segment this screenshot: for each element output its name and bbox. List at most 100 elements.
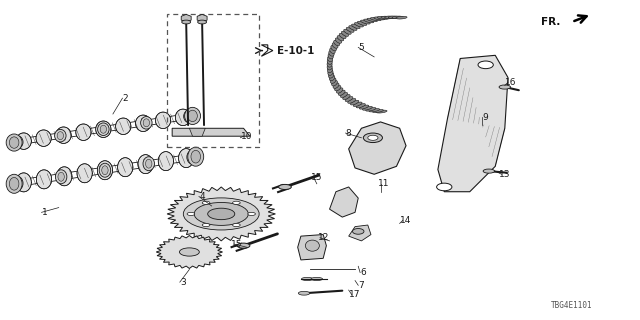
Text: 8: 8 (346, 129, 351, 138)
Text: 12: 12 (317, 233, 329, 242)
Ellipse shape (186, 112, 193, 120)
Ellipse shape (12, 136, 23, 148)
Polygon shape (349, 122, 406, 174)
Ellipse shape (6, 134, 22, 151)
Text: 10: 10 (241, 132, 252, 141)
Text: 15: 15 (232, 240, 243, 249)
Polygon shape (156, 112, 171, 129)
Ellipse shape (353, 228, 364, 234)
Ellipse shape (332, 43, 338, 48)
Ellipse shape (360, 20, 370, 24)
Ellipse shape (145, 159, 152, 168)
Ellipse shape (328, 53, 333, 59)
Polygon shape (36, 170, 52, 189)
Polygon shape (261, 45, 273, 56)
Polygon shape (77, 164, 92, 183)
Ellipse shape (356, 104, 365, 108)
Ellipse shape (14, 138, 20, 146)
Polygon shape (197, 14, 207, 22)
Ellipse shape (345, 97, 353, 101)
Ellipse shape (333, 83, 339, 88)
Ellipse shape (54, 129, 66, 142)
Ellipse shape (327, 61, 332, 67)
Ellipse shape (357, 21, 367, 26)
Circle shape (364, 133, 383, 142)
Text: 14: 14 (401, 216, 412, 225)
Text: TBG4E1101: TBG4E1101 (551, 301, 593, 310)
Ellipse shape (388, 16, 400, 19)
Ellipse shape (353, 102, 362, 107)
Ellipse shape (362, 106, 372, 110)
Polygon shape (175, 109, 191, 125)
Text: 11: 11 (378, 179, 390, 188)
Polygon shape (138, 155, 153, 174)
Ellipse shape (330, 48, 335, 53)
Ellipse shape (328, 56, 333, 62)
Polygon shape (76, 124, 91, 140)
Ellipse shape (248, 212, 255, 215)
Text: 5: 5 (358, 43, 364, 52)
Polygon shape (172, 128, 250, 136)
Ellipse shape (385, 16, 396, 19)
Ellipse shape (367, 18, 378, 22)
Text: 17: 17 (349, 290, 361, 299)
Ellipse shape (328, 72, 334, 78)
Ellipse shape (188, 110, 197, 122)
Ellipse shape (232, 223, 240, 227)
Ellipse shape (102, 166, 108, 175)
Ellipse shape (98, 123, 109, 135)
Ellipse shape (371, 18, 381, 21)
Ellipse shape (143, 157, 154, 171)
Ellipse shape (364, 19, 374, 23)
Ellipse shape (184, 110, 195, 123)
Ellipse shape (337, 88, 343, 93)
Ellipse shape (330, 78, 336, 84)
Ellipse shape (189, 153, 196, 162)
Ellipse shape (348, 99, 356, 103)
Ellipse shape (237, 243, 250, 248)
Ellipse shape (376, 110, 387, 113)
Ellipse shape (278, 184, 291, 189)
Polygon shape (156, 236, 223, 268)
Ellipse shape (335, 38, 342, 43)
Ellipse shape (194, 203, 248, 225)
Ellipse shape (143, 119, 150, 127)
Polygon shape (118, 158, 133, 177)
Ellipse shape (99, 163, 111, 177)
Ellipse shape (331, 45, 337, 51)
Ellipse shape (329, 51, 334, 56)
Ellipse shape (499, 85, 511, 89)
Ellipse shape (184, 107, 200, 124)
Ellipse shape (141, 116, 152, 129)
Ellipse shape (301, 277, 313, 281)
Polygon shape (116, 118, 131, 134)
Ellipse shape (340, 92, 348, 98)
Ellipse shape (10, 178, 19, 190)
Polygon shape (96, 121, 111, 138)
Ellipse shape (6, 174, 22, 193)
Ellipse shape (232, 201, 240, 204)
Ellipse shape (341, 31, 349, 36)
Ellipse shape (305, 240, 319, 251)
Ellipse shape (359, 105, 369, 109)
Polygon shape (167, 187, 275, 241)
Circle shape (368, 135, 378, 140)
Ellipse shape (339, 90, 345, 95)
Polygon shape (16, 133, 31, 149)
Text: 7: 7 (358, 281, 364, 290)
Ellipse shape (182, 20, 191, 24)
Ellipse shape (327, 59, 332, 64)
Polygon shape (438, 55, 508, 192)
Ellipse shape (351, 100, 359, 105)
Text: 4: 4 (199, 192, 205, 201)
Polygon shape (181, 14, 191, 22)
Ellipse shape (187, 150, 198, 164)
Polygon shape (36, 130, 51, 146)
Ellipse shape (58, 172, 64, 181)
Ellipse shape (378, 17, 388, 19)
Text: E-10-1: E-10-1 (276, 45, 314, 56)
Ellipse shape (202, 223, 210, 227)
Ellipse shape (10, 137, 19, 148)
Text: 13: 13 (499, 170, 511, 179)
Polygon shape (298, 235, 326, 260)
